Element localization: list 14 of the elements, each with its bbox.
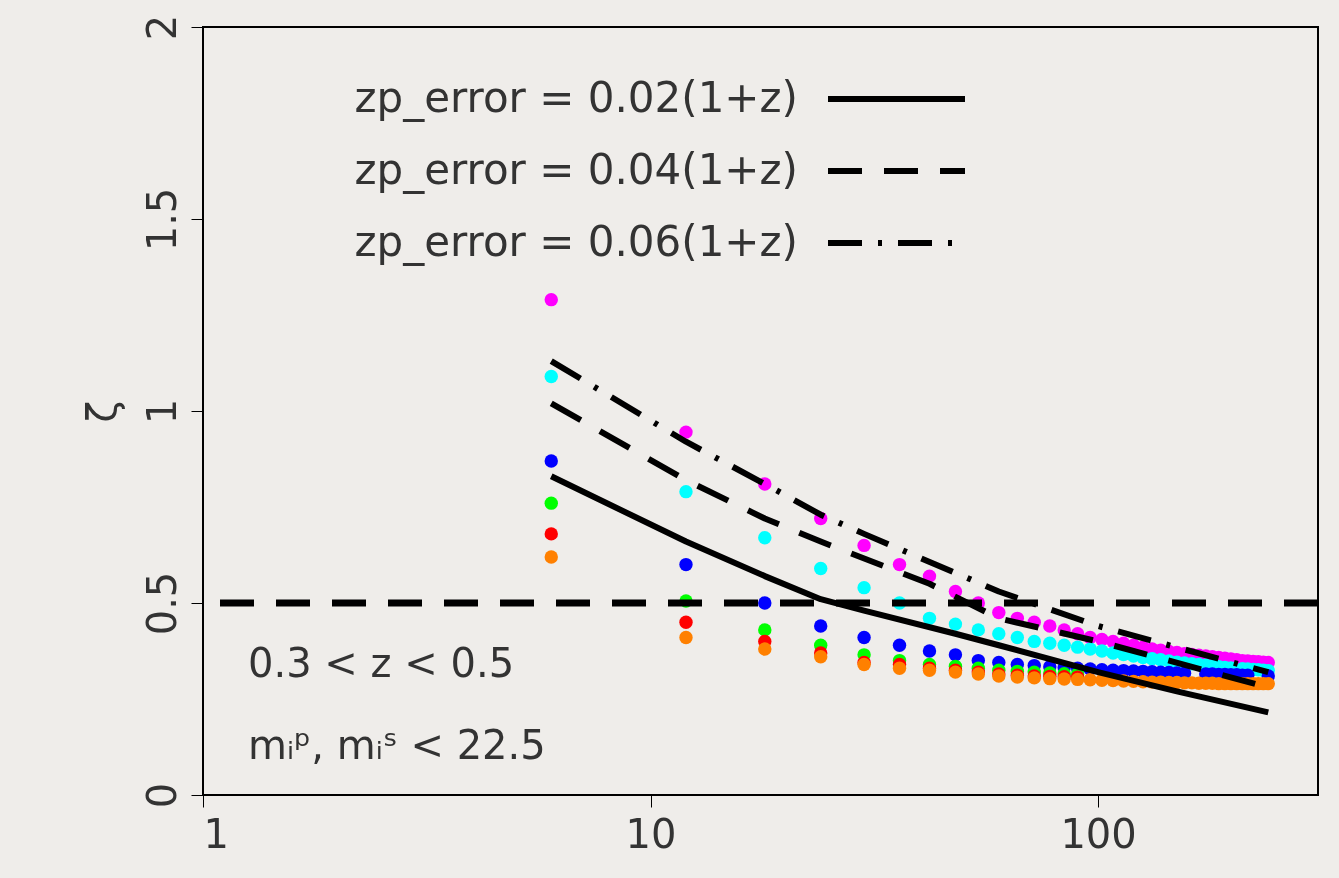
y-tick-label: 0 (138, 782, 185, 809)
y-tick-label: 1.5 (138, 187, 185, 252)
annotation: 0.3 < z < 0.5 (248, 640, 515, 686)
y-tick-label: 0.5 (138, 571, 185, 636)
y-tick-label: 1 (138, 398, 185, 425)
x-tick-label: 10 (625, 810, 677, 857)
x-tick-label: 1 (203, 810, 229, 857)
y-tick-label: 2 (138, 14, 185, 41)
legend-label: zp_error = 0.02(1+z) (354, 73, 798, 122)
x-tick-label: 100 (1060, 810, 1137, 857)
y-axis-title: ζ (78, 400, 125, 423)
annotation: mᵢᵖ, mᵢˢ < 22.5 (248, 722, 546, 768)
legend-label: zp_error = 0.06(1+z) (354, 217, 798, 266)
legend-label: zp_error = 0.04(1+z) (354, 145, 798, 194)
